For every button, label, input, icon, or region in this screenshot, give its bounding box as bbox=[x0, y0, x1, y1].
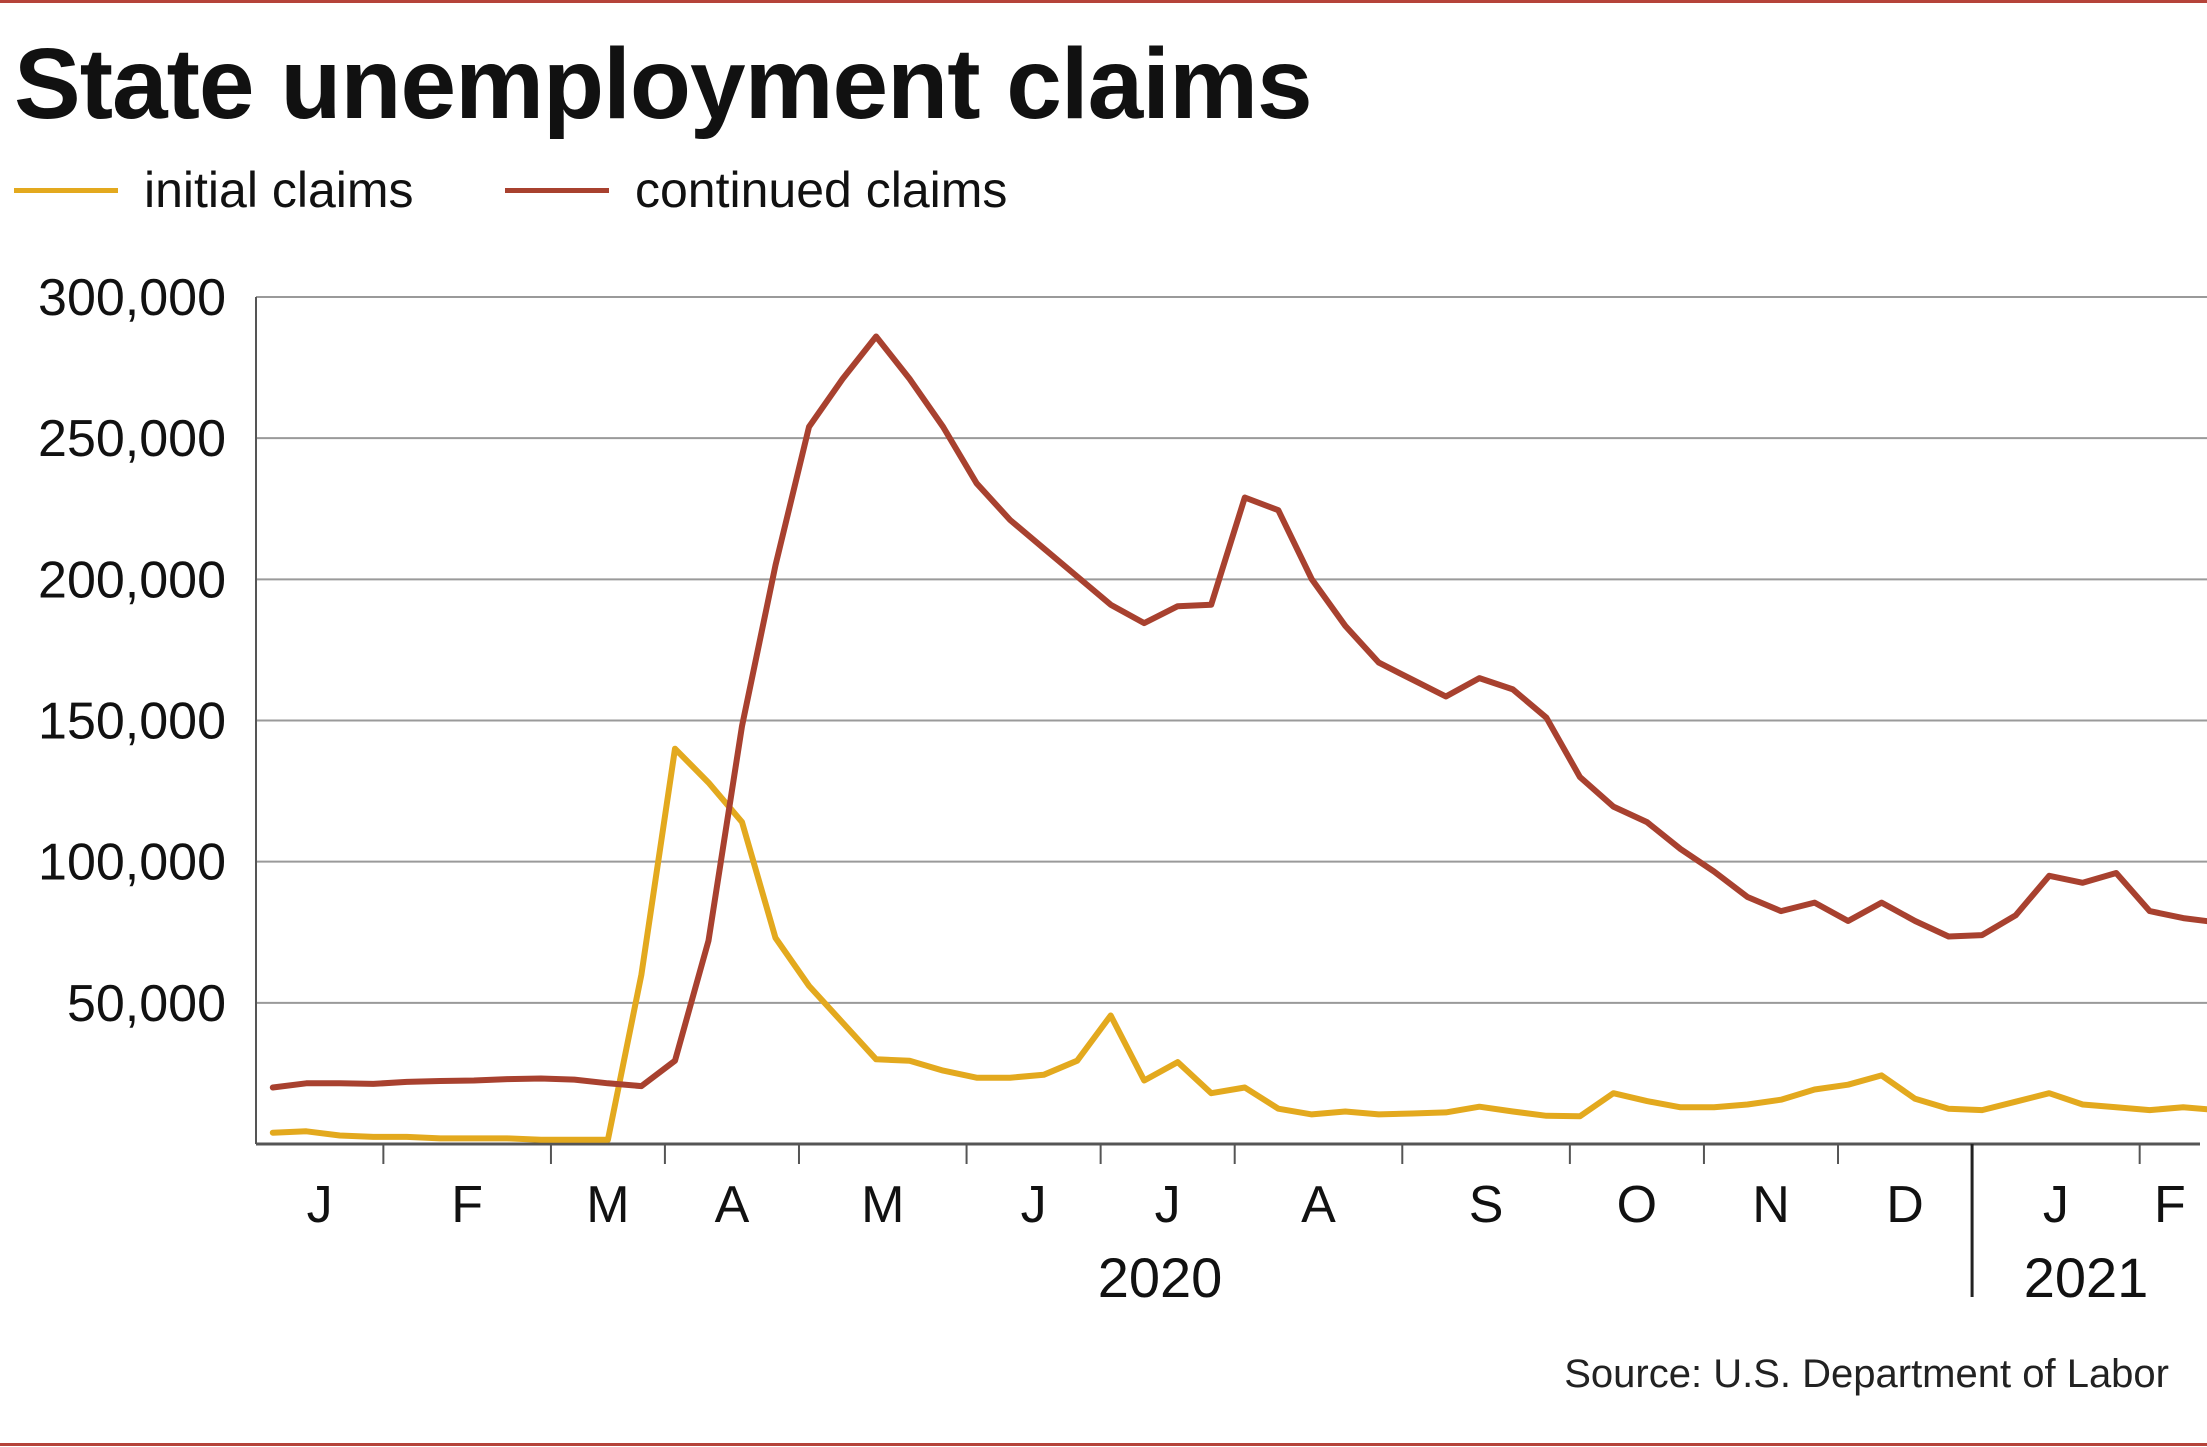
x-tick-label-month: M bbox=[586, 1176, 629, 1234]
x-tick-label-month: A bbox=[1301, 1176, 1336, 1234]
y-tick-label: 100,000 bbox=[38, 834, 226, 892]
legend-label-continued: continued claims bbox=[635, 162, 1008, 218]
legend-swatch-initial bbox=[14, 187, 118, 193]
x-tick-label-month: J bbox=[1021, 1176, 1047, 1234]
legend-initial-claims: initial claims bbox=[14, 160, 414, 220]
legend-swatch-continued bbox=[505, 187, 609, 193]
x-tick-label-month: J bbox=[2043, 1176, 2069, 1234]
x-tick-label-month: S bbox=[1469, 1176, 1504, 1234]
x-tick-label-month: F bbox=[2154, 1176, 2186, 1234]
x-year-label: 2021 bbox=[2024, 1246, 2149, 1309]
series-line-continued-claims bbox=[269, 333, 2207, 1091]
legend-label-initial: initial claims bbox=[144, 162, 414, 218]
bottom-rule bbox=[0, 1443, 2207, 1446]
legend-continued-claims: continued claims bbox=[505, 160, 1007, 220]
y-tick-label: 200,000 bbox=[38, 551, 226, 609]
x-tick-label-month: O bbox=[1617, 1176, 1657, 1234]
top-rule bbox=[0, 0, 2207, 3]
y-tick-label: 300,000 bbox=[38, 269, 226, 327]
chart-title: State unemployment claims bbox=[14, 28, 1313, 140]
x-tick-label-month: M bbox=[861, 1176, 904, 1234]
x-tick-label-month: J bbox=[1155, 1176, 1181, 1234]
x-tick-label-month: F bbox=[451, 1176, 483, 1234]
x-tick-label-month: J bbox=[307, 1176, 333, 1234]
x-tick-label-month: N bbox=[1752, 1176, 1790, 1234]
source-note: Source: U.S. Department of Labor bbox=[1564, 1352, 2169, 1396]
y-tick-label: 150,000 bbox=[38, 693, 226, 751]
y-tick-label: 50,000 bbox=[67, 975, 226, 1033]
y-tick-label: 250,000 bbox=[38, 410, 226, 468]
x-tick-label-month: A bbox=[715, 1176, 750, 1234]
series-line-initial-claims bbox=[269, 745, 2207, 1143]
x-tick-label-month: D bbox=[1886, 1176, 1924, 1234]
x-year-label: 2020 bbox=[1098, 1246, 1223, 1309]
